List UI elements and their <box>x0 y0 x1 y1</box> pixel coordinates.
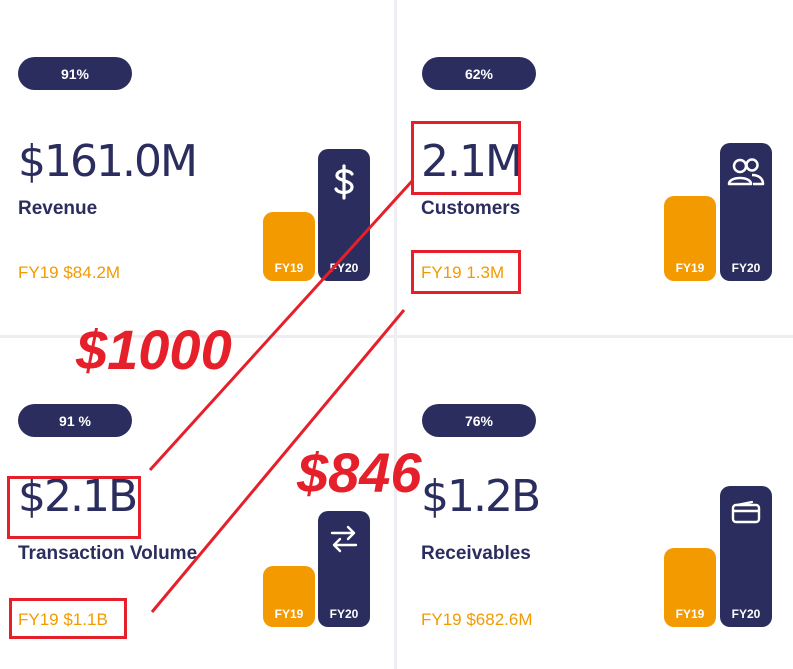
customers-label: Customers <box>421 198 521 219</box>
receivables-previous: FY19 $682.6M <box>421 610 533 629</box>
growth-badge: 62% <box>422 57 536 90</box>
customers-previous: FY19 1.3M <box>421 263 505 282</box>
fy20-bar: FY20 <box>720 143 772 281</box>
fy19-bar-label: FY19 <box>274 607 304 621</box>
annotation-text-846: $846 <box>297 441 422 504</box>
transaction-volume-label: Transaction Volume <box>18 543 198 564</box>
wallet-icon <box>720 494 772 532</box>
fy19-bar-label: FY19 <box>675 261 705 275</box>
highlight-box-transaction-value <box>7 476 141 539</box>
fy20-bar-label: FY20 <box>329 607 359 621</box>
revenue-label: Revenue <box>18 198 98 219</box>
transaction-volume-value: $2.1B <box>18 471 138 522</box>
fy19-bar: FY19 <box>664 548 716 627</box>
receivables-value: $1.2B <box>421 471 541 522</box>
highlight-box-customers-previous <box>411 250 521 294</box>
growth-badge: 91 % <box>18 404 132 437</box>
fy20-bar-label: FY20 <box>731 261 761 275</box>
fy20-bar: FY20 <box>720 486 772 627</box>
fy20-bar-label: FY20 <box>731 607 761 621</box>
fy19-bar-label: FY19 <box>675 607 705 621</box>
dollar-icon <box>318 163 370 201</box>
highlight-box-customers-value <box>411 121 521 195</box>
users-icon <box>720 153 772 191</box>
fy19-bar: FY19 <box>263 566 315 627</box>
receivables-label: Receivables <box>421 543 531 564</box>
growth-badge: 91% <box>18 57 132 90</box>
revenue-value: $161.0M <box>18 136 198 187</box>
fy20-bar-label: FY20 <box>329 261 359 275</box>
swap-arrows-icon <box>318 519 370 557</box>
transaction-volume-previous: FY19 $1.1B <box>18 610 108 629</box>
fy19-bar-label: FY19 <box>274 261 304 275</box>
fy20-bar: FY20 <box>318 149 370 281</box>
revenue-card: 91% $161.0M Revenue FY19 $84.2M FY19 FY2… <box>0 0 394 334</box>
fy19-bar: FY19 <box>664 196 716 281</box>
growth-badge: 76% <box>422 404 536 437</box>
highlight-box-transaction-previous <box>9 598 127 639</box>
customers-value: 2.1M <box>421 136 523 187</box>
receivables-card: 76% $1.2B Receivables FY19 $682.6M FY19 … <box>397 338 791 669</box>
revenue-previous: FY19 $84.2M <box>18 263 121 282</box>
customers-card: 62% 2.1M Customers FY19 1.3M FY19 FY20 <box>397 0 791 334</box>
fy19-bar: FY19 <box>263 212 315 281</box>
annotation-text-1000: $1000 <box>76 318 232 381</box>
fy20-bar: FY20 <box>318 511 370 627</box>
